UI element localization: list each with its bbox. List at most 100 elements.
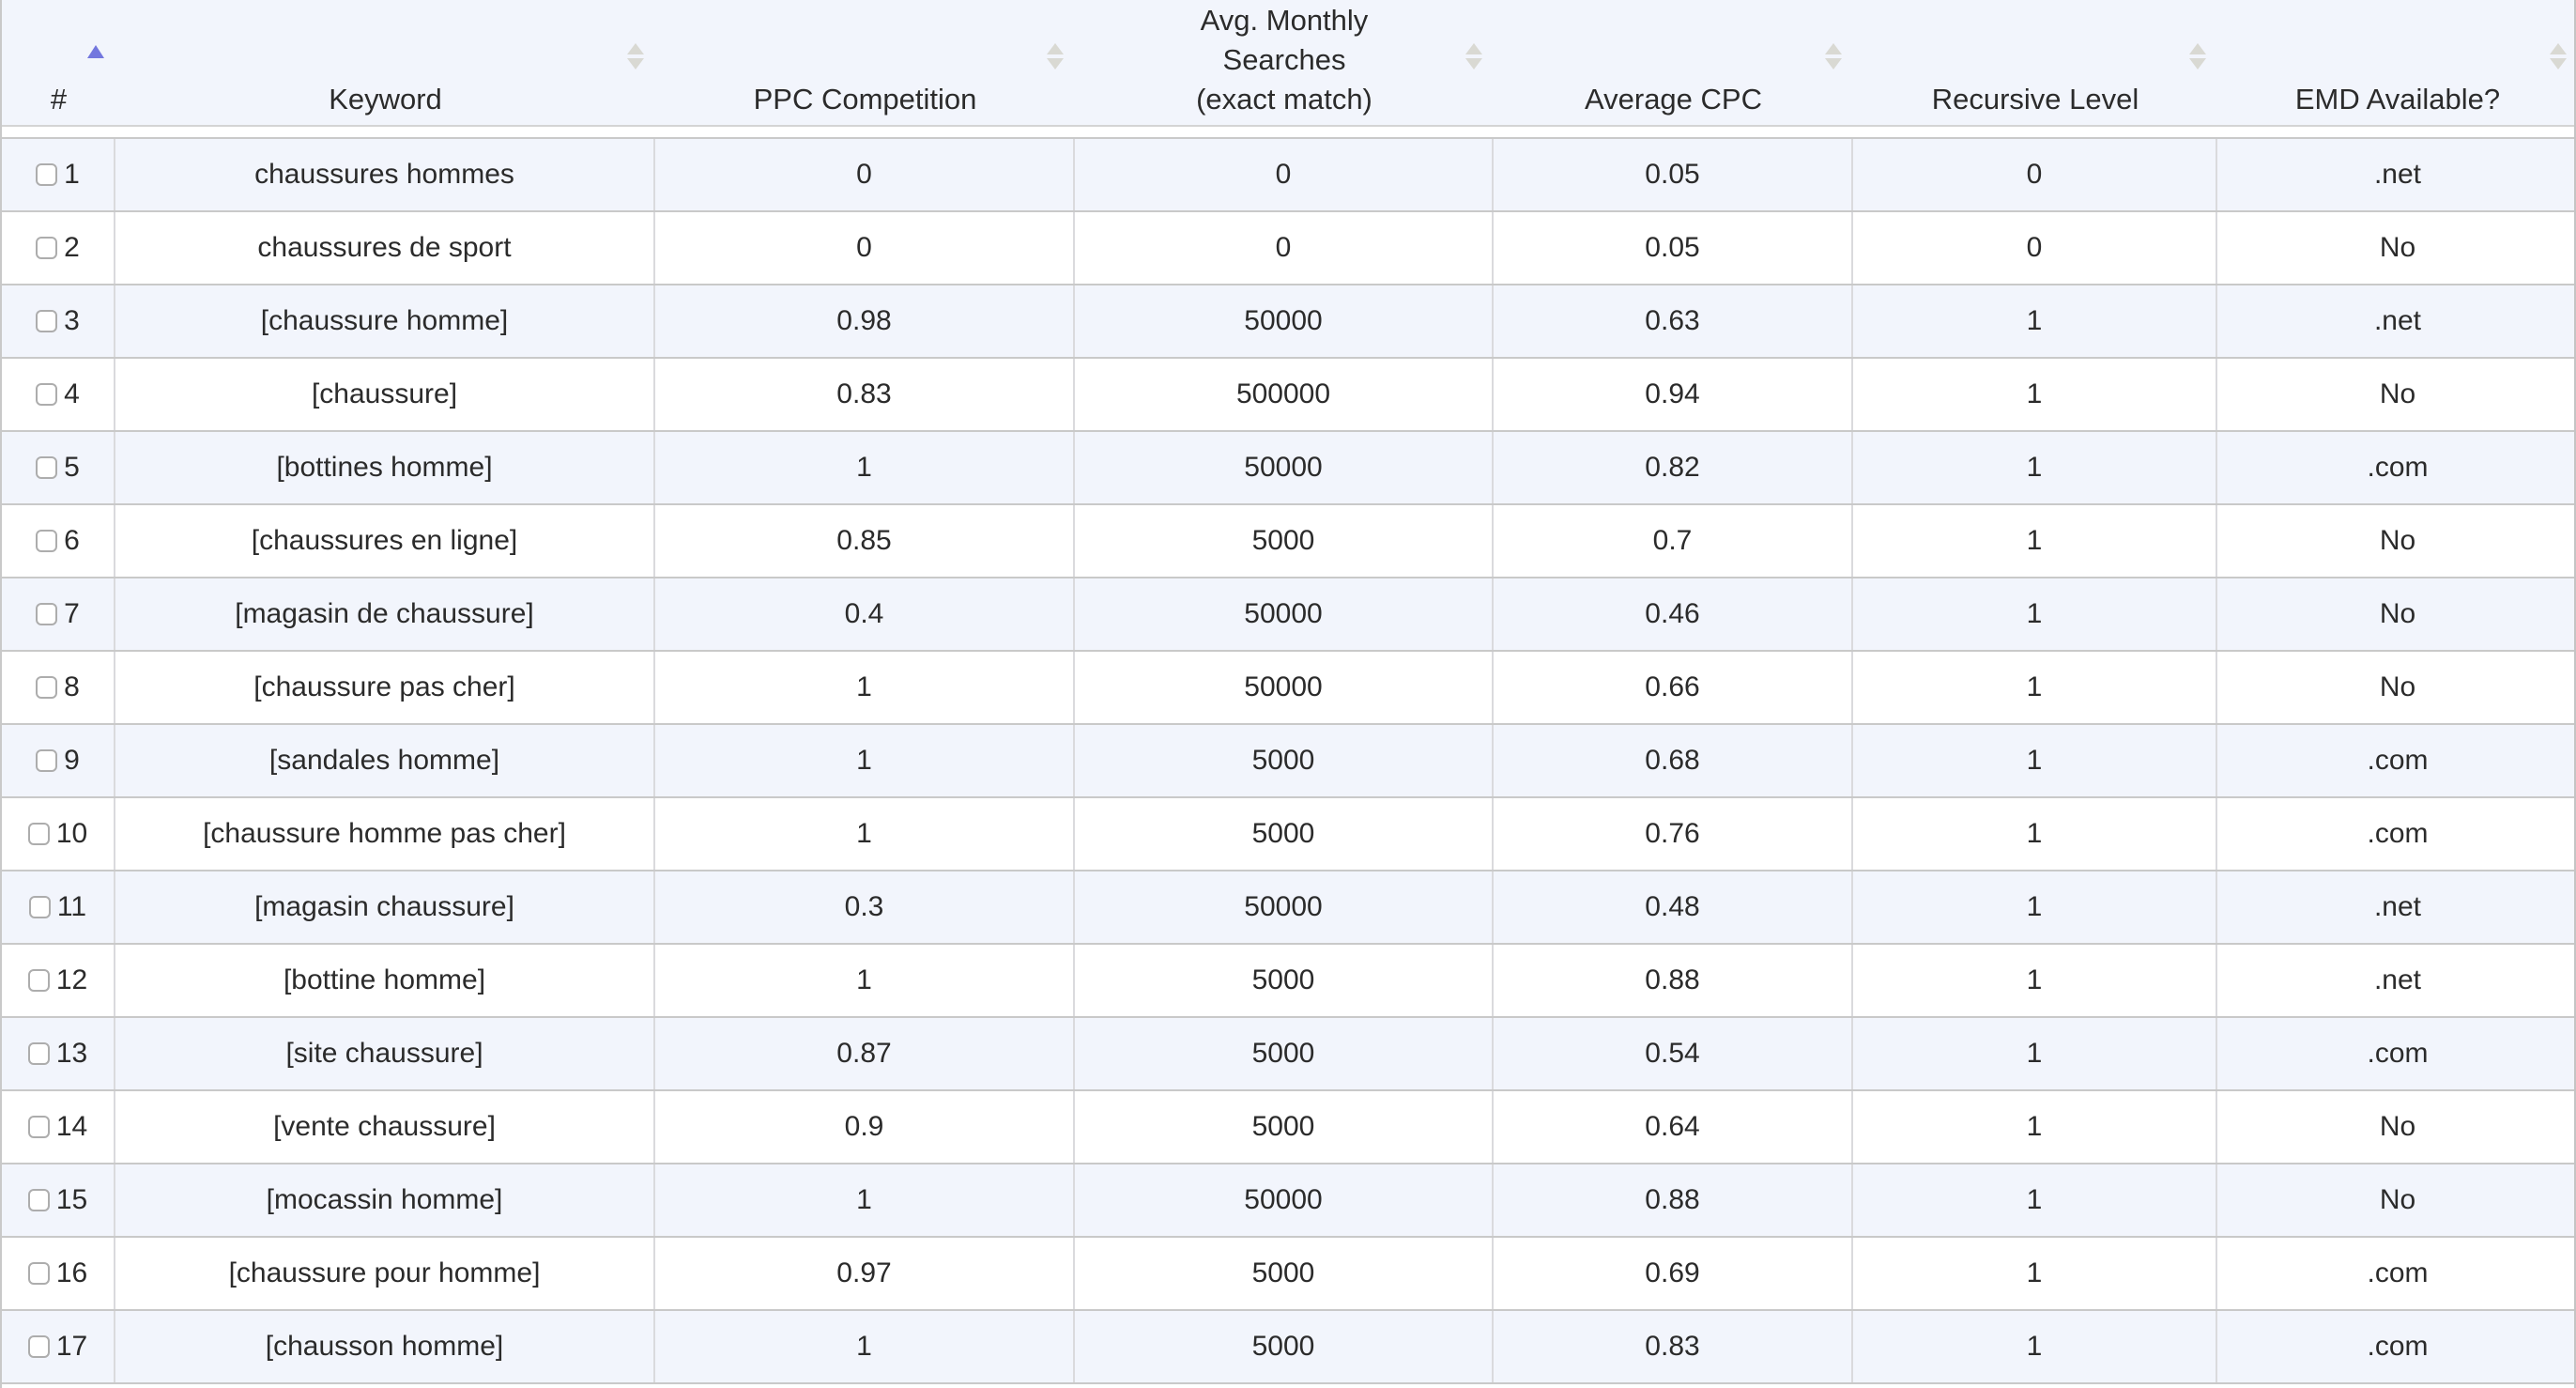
keyword-cell: [bottine homme] — [115, 945, 655, 1016]
table-row: 15 [mocassin homme] 1 50000 0.88 1 No — [2, 1164, 2574, 1238]
average-cpc-cell: 0.82 — [1494, 432, 1853, 503]
row-checkbox[interactable] — [27, 969, 50, 992]
keyword-value: chaussures hommes — [254, 159, 514, 190]
column-header-average-cpc[interactable]: Average CPC — [1494, 0, 1853, 125]
avg-monthly-searches-cell: 5000 — [1075, 798, 1494, 870]
avg-monthly-searches-cell: 5000 — [1075, 1018, 1494, 1089]
recursive-level-value: 1 — [2026, 964, 2043, 995]
table-row: 8 [chaussure pas cher] 1 50000 0.66 1 No — [2, 652, 2574, 725]
average-cpc-cell: 0.88 — [1494, 1164, 1853, 1236]
recursive-level-value: 1 — [2026, 671, 2043, 702]
emd-available-value: .com — [2367, 818, 2429, 849]
row-number-cell: 4 — [2, 359, 115, 430]
column-header-recursive-level[interactable]: Recursive Level — [1853, 0, 2217, 125]
average-cpc-cell: 0.69 — [1494, 1238, 1853, 1309]
table-row: 2 chaussures de sport 0 0 0.05 0 No — [2, 212, 2574, 285]
row-checkbox[interactable] — [27, 1335, 50, 1358]
column-label: Avg. Monthly Searches (exact match) — [1196, 4, 1372, 116]
emd-available-cell: .com — [2217, 1018, 2574, 1089]
row-checkbox[interactable] — [27, 1262, 50, 1285]
row-number: 4 — [64, 378, 80, 409]
emd-available-value: No — [2379, 378, 2416, 409]
recursive-level-value: 1 — [2026, 818, 2043, 849]
ppc-competition-cell: 1 — [655, 945, 1075, 1016]
ppc-competition-value: 0.9 — [844, 1111, 884, 1142]
column-header-ppc-competition[interactable]: PPC Competition — [655, 0, 1075, 125]
keyword-value: [chaussure homme pas cher] — [203, 818, 566, 849]
ppc-competition-cell: 0.9 — [655, 1091, 1075, 1163]
avg-monthly-searches-cell: 5000 — [1075, 725, 1494, 796]
ppc-competition-value: 0.97 — [836, 1257, 892, 1288]
table-row: 5 [bottines homme] 1 50000 0.82 1 .com — [2, 432, 2574, 505]
column-header-avg-monthly-searches[interactable]: Avg. Monthly Searches (exact match) — [1075, 0, 1494, 125]
row-checkbox[interactable] — [36, 676, 58, 699]
ppc-competition-cell: 0.3 — [655, 871, 1075, 943]
row-checkbox[interactable] — [36, 456, 58, 479]
table-row: 11 [magasin chaussure] 0.3 50000 0.48 1 … — [2, 871, 2574, 945]
recursive-level-cell: 0 — [1853, 212, 2217, 284]
column-header-emd-available[interactable]: EMD Available? — [2217, 0, 2574, 125]
keyword-value: [vente chaussure] — [273, 1111, 496, 1142]
row-number: 2 — [64, 232, 80, 263]
ppc-competition-value: 1 — [856, 818, 872, 849]
emd-available-cell: .com — [2217, 432, 2574, 503]
recursive-level-value: 1 — [2026, 525, 2043, 556]
ppc-competition-cell: 1 — [655, 1311, 1075, 1382]
avg-monthly-searches-cell: 5000 — [1075, 1238, 1494, 1309]
ppc-competition-cell: 0 — [655, 212, 1075, 284]
avg-monthly-searches-cell: 0 — [1075, 139, 1494, 210]
row-number: 16 — [55, 1257, 88, 1288]
keyword-cell: [site chaussure] — [115, 1018, 655, 1089]
avg-monthly-searches-cell: 50000 — [1075, 432, 1494, 503]
row-checkbox[interactable] — [36, 383, 58, 406]
recursive-level-cell: 1 — [1853, 285, 2217, 357]
row-number: 8 — [64, 671, 80, 702]
recursive-level-cell: 1 — [1853, 505, 2217, 577]
average-cpc-cell: 0.94 — [1494, 359, 1853, 430]
ppc-competition-value: 0 — [856, 159, 872, 190]
sort-neutral-icon — [627, 43, 644, 69]
column-label: Keyword — [329, 83, 442, 116]
average-cpc-value: 0.69 — [1645, 1257, 1700, 1288]
emd-available-value: No — [2379, 1111, 2416, 1142]
row-checkbox[interactable] — [28, 896, 51, 918]
row-checkbox[interactable] — [27, 823, 50, 845]
row-checkbox[interactable] — [36, 749, 58, 772]
sort-neutral-icon — [1465, 43, 1482, 69]
emd-available-cell: .net — [2217, 945, 2574, 1016]
average-cpc-cell: 0.54 — [1494, 1018, 1853, 1089]
ppc-competition-value: 0.3 — [844, 891, 884, 922]
recursive-level-cell: 1 — [1853, 1018, 2217, 1089]
row-checkbox[interactable] — [27, 1189, 50, 1211]
keyword-value: [chaussure homme] — [260, 305, 509, 336]
keyword-value: chaussures de sport — [257, 232, 512, 263]
avg-monthly-searches-value: 5000 — [1251, 1331, 1315, 1362]
average-cpc-value: 0.46 — [1645, 598, 1700, 629]
ppc-competition-value: 0 — [856, 232, 872, 263]
row-checkbox[interactable] — [36, 530, 58, 552]
row-number: 5 — [64, 452, 80, 483]
row-number: 11 — [56, 891, 87, 922]
row-number-cell: 1 — [2, 139, 115, 210]
row-checkbox[interactable] — [36, 237, 58, 259]
row-number-cell: 8 — [2, 652, 115, 723]
avg-monthly-searches-cell: 5000 — [1075, 1091, 1494, 1163]
row-number: 13 — [55, 1038, 88, 1069]
row-number-cell: 11 — [2, 871, 115, 943]
row-checkbox[interactable] — [27, 1116, 50, 1138]
row-checkbox[interactable] — [36, 603, 58, 625]
keyword-value: [bottine homme] — [283, 964, 486, 995]
row-number: 6 — [64, 525, 80, 556]
row-checkbox[interactable] — [27, 1042, 50, 1065]
average-cpc-value: 0.48 — [1645, 891, 1700, 922]
sort-neutral-icon — [2189, 43, 2206, 69]
ppc-competition-value: 1 — [856, 745, 872, 776]
column-header-num[interactable]: # — [2, 0, 115, 125]
row-number: 17 — [55, 1331, 88, 1362]
column-header-keyword[interactable]: Keyword — [115, 0, 655, 125]
table-row: 9 [sandales homme] 1 5000 0.68 1 .com — [2, 725, 2574, 798]
row-checkbox[interactable] — [36, 163, 58, 186]
keyword-value: [sandales homme] — [268, 745, 500, 776]
ppc-competition-cell: 0.87 — [655, 1018, 1075, 1089]
row-checkbox[interactable] — [36, 310, 58, 332]
